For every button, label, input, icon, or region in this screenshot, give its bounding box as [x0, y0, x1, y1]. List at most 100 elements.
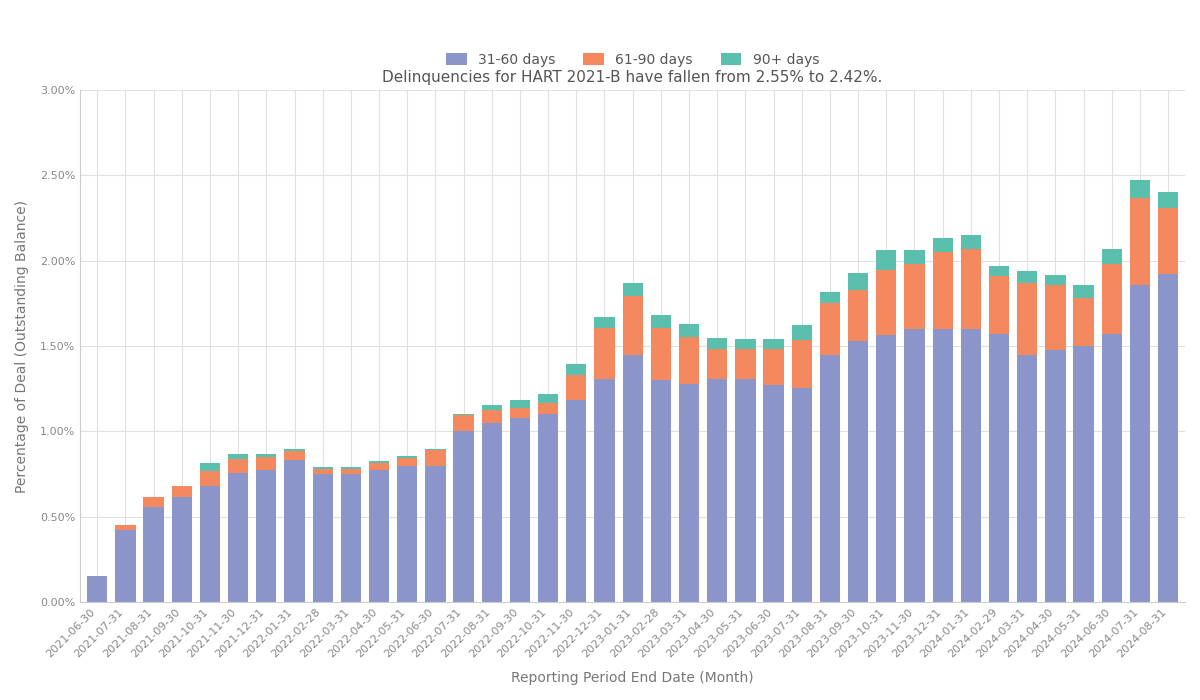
Bar: [1102, 334, 1122, 602]
Bar: [961, 248, 980, 329]
Bar: [566, 400, 587, 602]
Bar: [989, 334, 1009, 602]
Bar: [144, 497, 163, 508]
Bar: [256, 457, 276, 470]
Y-axis label: Percentage of Deal (Outstanding Balance): Percentage of Deal (Outstanding Balance): [14, 199, 29, 493]
Bar: [172, 486, 192, 497]
Bar: [284, 449, 305, 451]
Bar: [454, 431, 474, 602]
Bar: [1102, 248, 1122, 264]
Bar: [848, 341, 869, 602]
Bar: [905, 264, 925, 329]
Bar: [736, 340, 756, 349]
Bar: [368, 461, 389, 463]
Bar: [200, 463, 220, 470]
Bar: [1018, 283, 1037, 355]
Bar: [510, 407, 530, 418]
Bar: [228, 458, 248, 473]
Bar: [1045, 286, 1066, 350]
Bar: [454, 415, 474, 431]
Bar: [876, 270, 896, 335]
Bar: [341, 468, 361, 469]
Bar: [792, 325, 812, 340]
Bar: [1074, 346, 1093, 602]
Title: Delinquencies for HART 2021-B have fallen from 2.55% to 2.42%.: Delinquencies for HART 2021-B have falle…: [383, 69, 883, 85]
Bar: [679, 324, 700, 337]
Bar: [397, 458, 418, 466]
Bar: [341, 474, 361, 602]
Bar: [1074, 298, 1093, 346]
Bar: [454, 414, 474, 415]
Bar: [932, 329, 953, 602]
Bar: [312, 474, 332, 602]
Bar: [820, 303, 840, 355]
Bar: [88, 575, 107, 602]
Bar: [736, 349, 756, 379]
Bar: [820, 355, 840, 602]
Bar: [623, 295, 643, 356]
Bar: [1158, 208, 1178, 274]
Bar: [312, 468, 332, 469]
Bar: [481, 405, 502, 410]
Bar: [961, 329, 980, 602]
Bar: [763, 385, 784, 602]
Bar: [594, 328, 614, 379]
Bar: [566, 364, 587, 375]
Bar: [932, 252, 953, 329]
Bar: [144, 508, 163, 602]
Bar: [961, 235, 980, 248]
Bar: [876, 250, 896, 270]
Bar: [623, 356, 643, 602]
Bar: [1074, 286, 1093, 298]
Bar: [650, 328, 671, 380]
Bar: [425, 449, 445, 450]
Bar: [820, 293, 840, 303]
Bar: [312, 469, 332, 474]
Bar: [650, 315, 671, 328]
Bar: [1018, 271, 1037, 283]
Bar: [284, 451, 305, 460]
Bar: [792, 388, 812, 602]
Bar: [368, 470, 389, 602]
Bar: [989, 276, 1009, 334]
Bar: [1129, 197, 1150, 285]
Bar: [228, 454, 248, 458]
Bar: [707, 349, 727, 379]
Bar: [763, 340, 784, 349]
Bar: [848, 272, 869, 290]
Bar: [200, 470, 220, 486]
Bar: [989, 266, 1009, 276]
Bar: [200, 486, 220, 602]
Bar: [1158, 192, 1178, 208]
Bar: [566, 375, 587, 400]
Bar: [1102, 264, 1122, 334]
Bar: [679, 337, 700, 384]
Bar: [115, 525, 136, 531]
Bar: [228, 473, 248, 602]
Bar: [736, 379, 756, 602]
Bar: [115, 531, 136, 602]
Bar: [481, 423, 502, 602]
Bar: [510, 400, 530, 407]
Bar: [1158, 274, 1178, 602]
Bar: [425, 466, 445, 602]
Bar: [848, 290, 869, 341]
Bar: [538, 414, 558, 602]
Bar: [650, 380, 671, 602]
Bar: [1018, 355, 1037, 602]
Bar: [594, 379, 614, 602]
Bar: [707, 337, 727, 349]
Bar: [679, 384, 700, 602]
Bar: [256, 454, 276, 457]
Legend: 31-60 days, 61-90 days, 90+ days: 31-60 days, 61-90 days, 90+ days: [439, 46, 826, 74]
Bar: [172, 497, 192, 602]
Bar: [876, 335, 896, 602]
Bar: [341, 469, 361, 474]
Bar: [368, 463, 389, 470]
Bar: [932, 239, 953, 252]
Bar: [538, 394, 558, 403]
Bar: [623, 283, 643, 295]
Bar: [1129, 181, 1150, 197]
Bar: [481, 410, 502, 423]
Bar: [792, 340, 812, 388]
